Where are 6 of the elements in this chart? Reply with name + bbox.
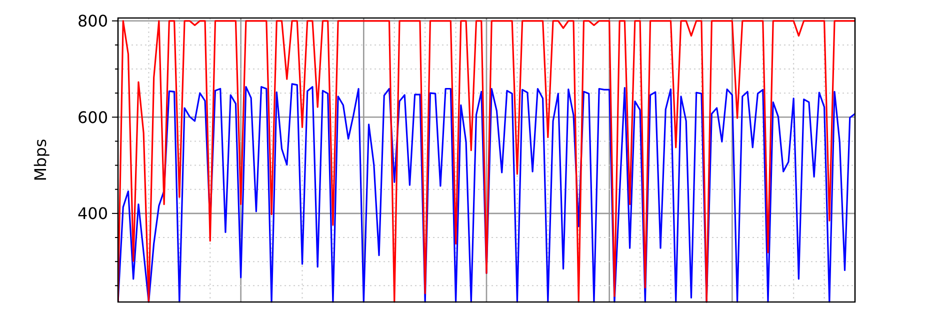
line-series [118, 20, 855, 303]
line-series [118, 83, 855, 303]
y-tick-label: 400 [77, 204, 108, 224]
y-axis-title: Mbps [31, 138, 50, 182]
y-tick-label: 800 [77, 11, 108, 30]
y-tick-label: 600 [77, 108, 108, 127]
